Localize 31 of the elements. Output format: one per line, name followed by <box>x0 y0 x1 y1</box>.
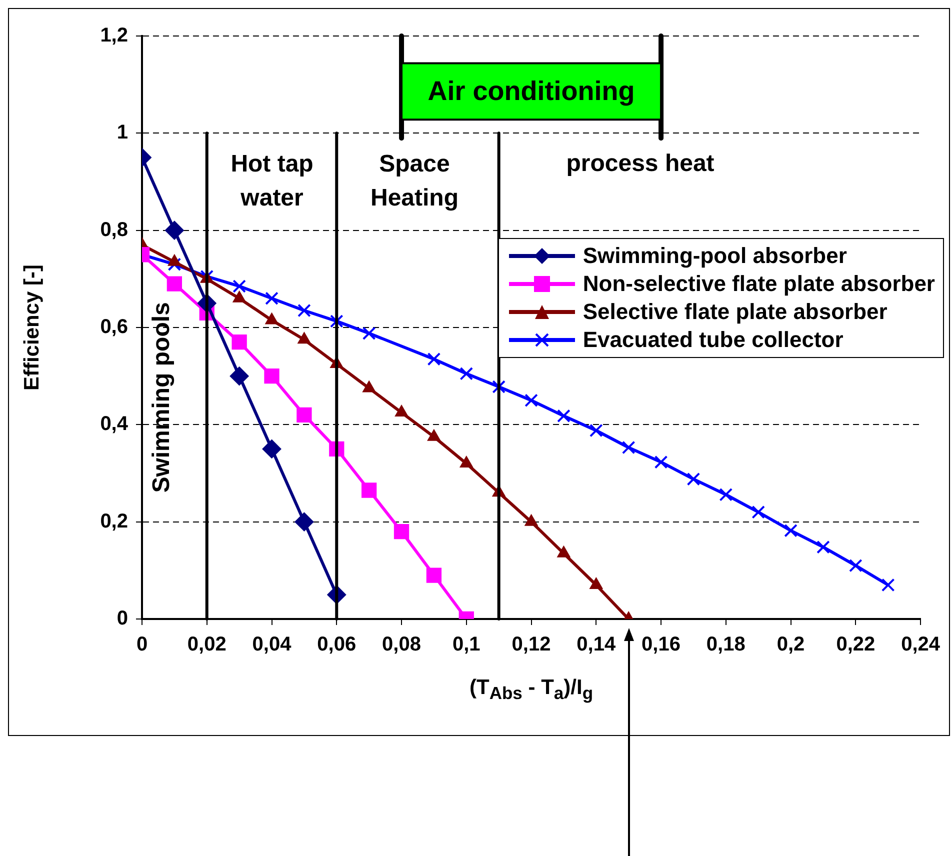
x-axis-title: (T$_{Abs}$ - T$_{a}$)/I$_{g}$ <box>470 676 594 704</box>
y-tick-label: 0,8 <box>100 218 128 241</box>
x-tick-label: 0,04 <box>252 634 292 656</box>
x-tick-label: 0,1 <box>452 634 480 656</box>
y-axis-title: Efficiency [-] <box>20 264 44 391</box>
x-tick-label: 0,16 <box>642 634 680 656</box>
y-tick-label: 0,6 <box>100 316 128 338</box>
x-tick-label: 0,02 <box>187 634 226 656</box>
y-tick-label: 0,2 <box>100 510 128 532</box>
annotation: process heat <box>566 150 714 177</box>
annotation: Space Heating <box>370 150 458 212</box>
legend-label: Non-selective flate plate absorber <box>582 270 935 298</box>
x-tick-label: 0,14 <box>576 634 616 656</box>
y-tick-label: 1,2 <box>100 24 128 47</box>
annotation: Hot tap water <box>230 150 314 212</box>
x-tick-label: 0 <box>136 634 148 656</box>
legend-label: Evacuated tube collector <box>582 326 844 354</box>
x-tick-label: 0,22 <box>836 634 876 656</box>
x-tick-label: 0,06 <box>317 634 356 656</box>
y-tick-label: 0 <box>116 608 128 630</box>
legend-label: Swimming-pool absorber <box>582 242 847 270</box>
x-tick-label: 0,12 <box>512 634 551 656</box>
x-tick-label: 0,08 <box>382 634 421 656</box>
annotation: Swimming pools <box>148 302 175 493</box>
x-tick-label: 0,24 <box>901 634 941 656</box>
y-tick-label: 0,4 <box>100 413 129 436</box>
legend-label: Selective flate plate absorber <box>582 298 888 326</box>
x-tick-label: 0,2 <box>776 634 805 656</box>
x-tick-label: 0,18 <box>706 634 746 656</box>
y-tick-label: 1 <box>116 122 128 144</box>
band-label: Air conditioning <box>428 76 635 106</box>
